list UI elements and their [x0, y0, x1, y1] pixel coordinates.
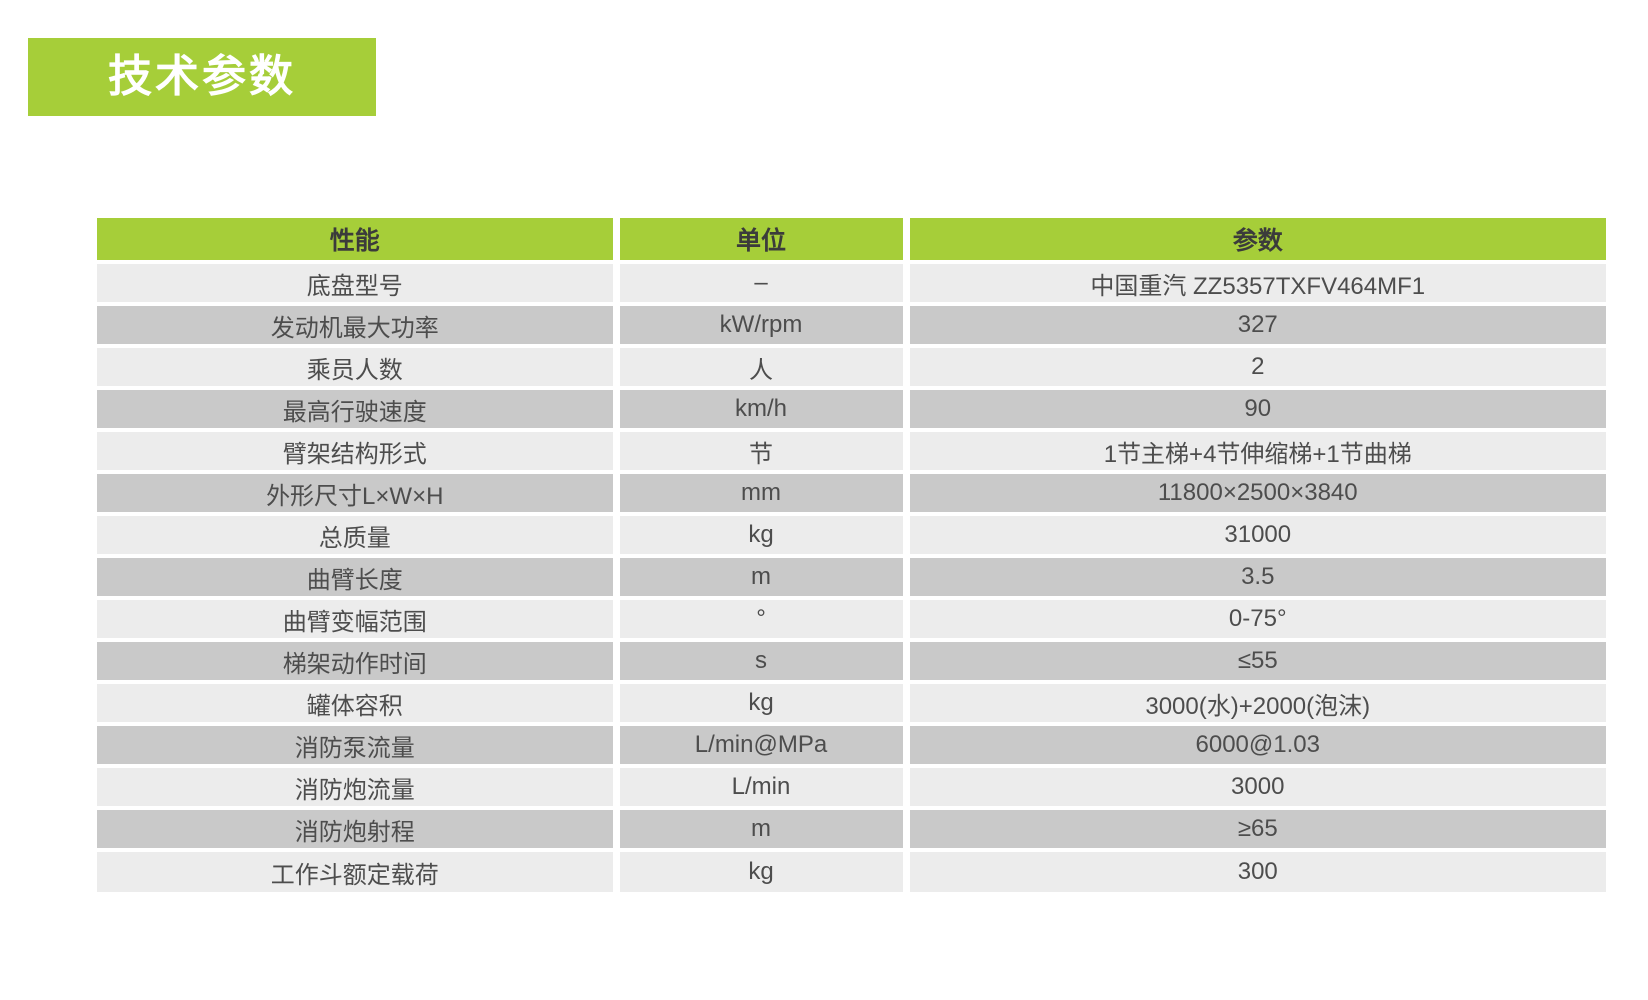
table-row: 罐体容积 kg 3000(水)+2000(泡沫)	[97, 682, 1606, 726]
table-row: 乘员人数人 2	[97, 346, 1606, 390]
spec-property-cell: 曲臂变幅范围	[97, 598, 620, 642]
spec-value-cell: 11800×2500×3840	[906, 472, 1606, 516]
spec-value-cell: 6000@1.03	[906, 724, 1606, 768]
spec-unit-cell: –	[616, 262, 910, 306]
spec-property-cell: 最高行驶速度	[97, 388, 620, 432]
spec-unit-cell: L/min@MPa	[616, 724, 910, 768]
spec-property-cell: 发动机最大功率	[97, 304, 620, 348]
spec-value-cell: 3000(水)+2000(泡沫)	[906, 682, 1606, 726]
spec-value-cell: 3.5	[906, 556, 1606, 600]
table-row: 总质量 kg 31000	[97, 514, 1606, 558]
spec-value-cell: 3000	[906, 766, 1606, 810]
col-header-unit: 单位	[616, 218, 910, 264]
header-row: 性能 单位 参数	[97, 218, 1606, 264]
spec-value-cell: ≤55	[906, 640, 1606, 684]
table-row: 消防炮射程 m ≥65	[97, 808, 1606, 852]
spec-unit-cell: km/h	[616, 388, 910, 432]
spec-value-cell: 0-75°	[906, 598, 1606, 642]
spec-property-cell: 曲臂长度	[97, 556, 620, 600]
table-row: 消防泵流量 L/min@MPa 6000@1.03	[97, 724, 1606, 768]
table-row: 外形尺寸L×W×H mm 11800×2500×3840	[97, 472, 1606, 516]
spec-table-header: 性能 单位 参数	[97, 218, 1606, 264]
table-row: 最高行驶速度 km/h 90	[97, 388, 1606, 432]
col-header-property: 性能	[97, 218, 620, 264]
page-title: 技术参数	[108, 52, 296, 101]
spec-unit-cell: kg	[616, 514, 910, 558]
col-header-value: 参数	[906, 218, 1606, 264]
table-row: 消防炮流量 L/min 3000	[97, 766, 1606, 810]
table-row: 底盘型号 – 中国重汽 ZZ5357TXFV464MF1	[97, 262, 1606, 306]
spec-value-cell: 31000	[906, 514, 1606, 558]
spec-unit-cell: m	[616, 556, 910, 600]
spec-property-cell: 消防炮射程	[97, 808, 620, 852]
spec-value-cell: ≥65	[906, 808, 1606, 852]
table-row: 发动机最大功率 kW/rpm 327	[97, 304, 1606, 348]
table-row: 曲臂变幅范围 ° 0-75°	[97, 598, 1606, 642]
spec-property-cell: 乘员人数	[97, 346, 620, 390]
spec-unit-cell: 节	[616, 430, 910, 474]
spec-unit-cell: kg	[616, 682, 910, 726]
spec-unit-cell: 人	[616, 346, 910, 390]
spec-property-cell: 外形尺寸L×W×H	[97, 472, 620, 516]
spec-unit-cell: °	[616, 598, 910, 642]
spec-property-cell: 消防泵流量	[97, 724, 620, 768]
spec-value-cell: 327	[906, 304, 1606, 348]
page-title-banner: 技术参数	[28, 38, 376, 116]
spec-value-cell: 300	[906, 850, 1606, 892]
spec-value-cell: 2	[906, 346, 1606, 390]
spec-property-cell: 底盘型号	[97, 262, 620, 306]
spec-property-cell: 梯架动作时间	[97, 640, 620, 684]
table-row: 臂架结构形式节 1节主梯+4节伸缩梯+1节曲梯	[97, 430, 1606, 474]
spec-unit-cell: mm	[616, 472, 910, 516]
spec-value-cell: 90	[906, 388, 1606, 432]
spec-property-cell: 工作斗额定载荷	[97, 850, 620, 892]
spec-unit-cell: s	[616, 640, 910, 684]
spec-value-cell: 中国重汽 ZZ5357TXFV464MF1	[906, 262, 1606, 306]
spec-unit-cell: kg	[616, 850, 910, 892]
spec-property-cell: 消防炮流量	[97, 766, 620, 810]
table-row: 曲臂长度 m 3.5	[97, 556, 1606, 600]
spec-property-cell: 总质量	[97, 514, 620, 558]
spec-table-body: 底盘型号 – 中国重汽 ZZ5357TXFV464MF1 发动机最大功率 kW/rpm 3…	[97, 262, 1606, 892]
spec-unit-cell: kW/rpm	[616, 304, 910, 348]
spec-unit-cell: m	[616, 808, 910, 852]
spec-value-cell: 1节主梯+4节伸缩梯+1节曲梯	[906, 430, 1606, 474]
spec-property-cell: 罐体容积	[97, 682, 620, 726]
spec-property-cell: 臂架结构形式	[97, 430, 620, 474]
spec-table: 性能 单位 参数 底盘型号 – 中国重汽 ZZ5357TXFV464MF1 发动机最大…	[97, 218, 1606, 892]
spec-unit-cell: L/min	[616, 766, 910, 810]
table-row: 工作斗额定载荷 kg 300	[97, 850, 1606, 892]
table-row: 梯架动作时间 s ≤55	[97, 640, 1606, 684]
